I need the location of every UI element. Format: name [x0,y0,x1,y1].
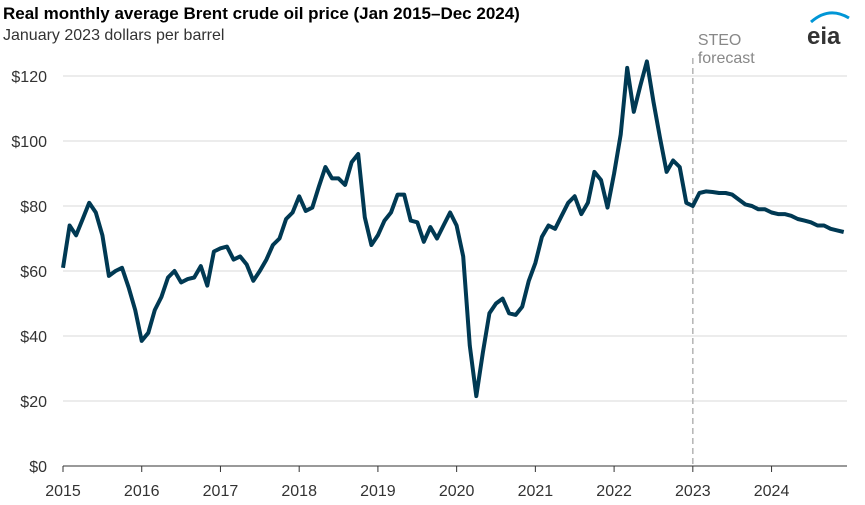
eia-logo: eia [805,8,853,53]
y-tick-label: $60 [20,264,47,281]
chart-title: Real monthly average Brent crude oil pri… [3,4,520,23]
x-tick-label: 2015 [45,483,81,500]
y-tick-label: $100 [11,134,47,151]
x-tick-label: 2018 [281,483,317,500]
x-tick-label: 2016 [124,483,160,500]
y-tick-label: $20 [20,394,47,411]
x-tick-label: 2022 [596,483,632,500]
x-tick-label: 2020 [439,483,475,500]
y-tick-label: $40 [20,329,47,346]
x-tick-label: 2019 [360,483,396,500]
x-tick-label: 2024 [754,483,790,500]
y-tick-label: $80 [20,199,47,216]
x-tick-label: 2023 [675,483,711,500]
chart-subtitle: January 2023 dollars per barrel [3,27,225,44]
forecast-label-line2: forecast [698,50,755,67]
x-tick-label: 2017 [203,483,239,500]
svg-text:eia: eia [807,23,841,48]
price-line [61,59,845,399]
forecast-label-line1: STEO [698,32,742,49]
x-tick-label: 2021 [518,483,554,500]
y-tick-label: $120 [11,69,47,86]
y-tick-label: $0 [29,459,47,476]
